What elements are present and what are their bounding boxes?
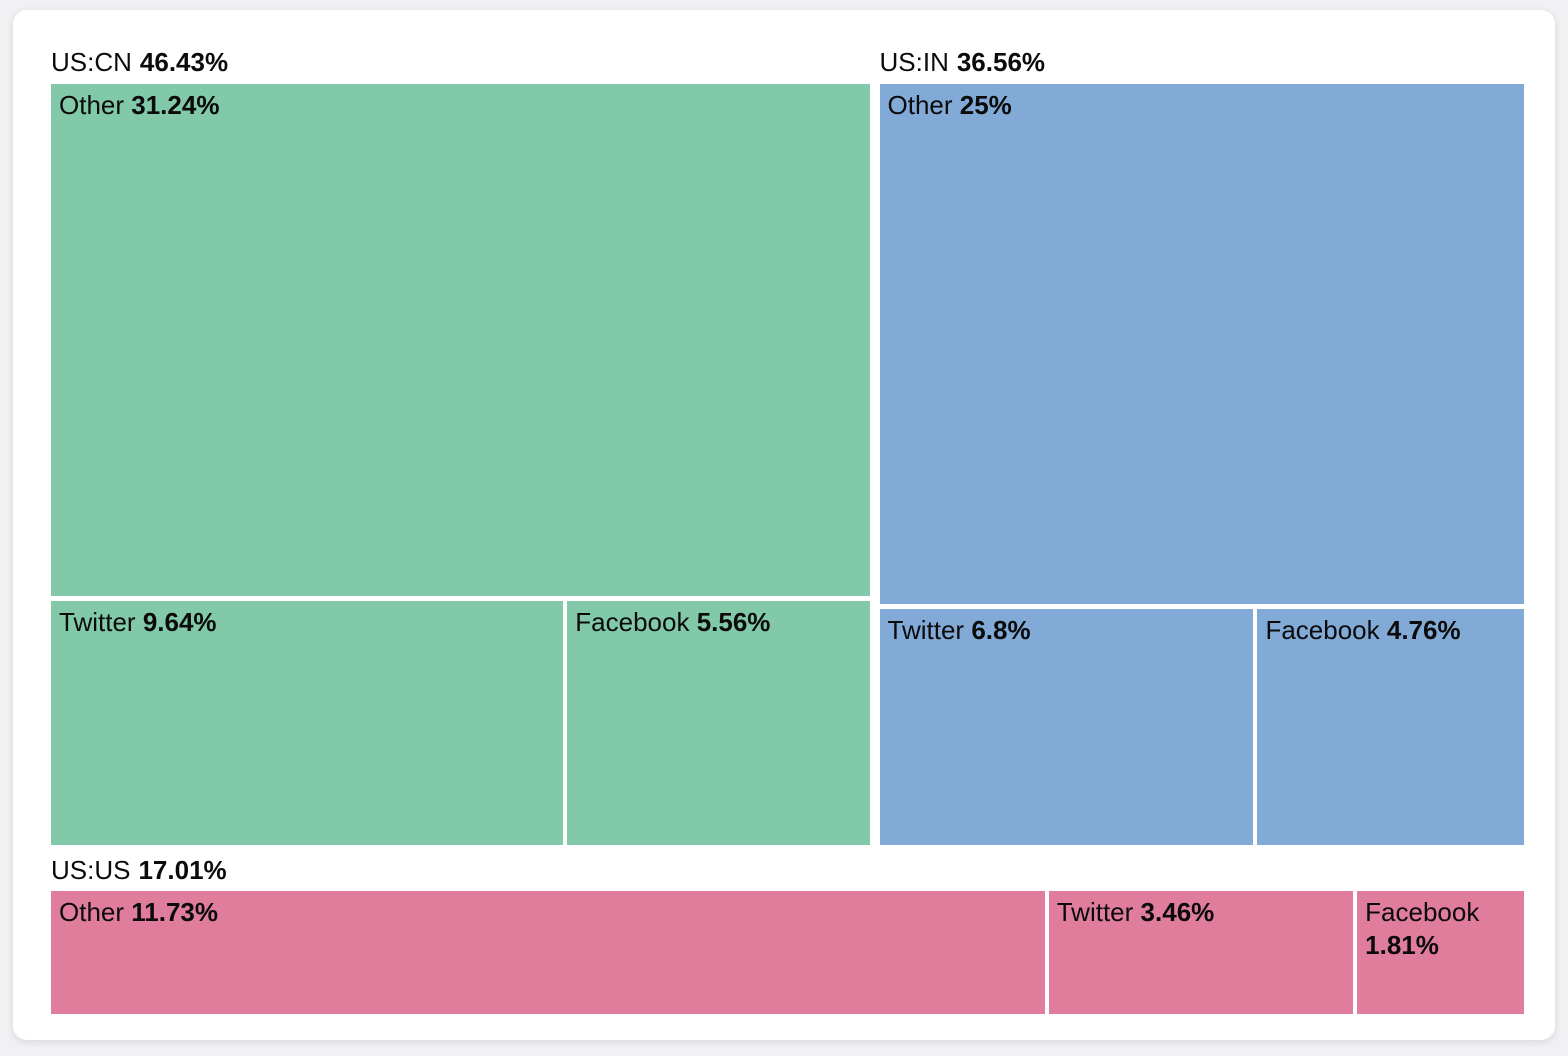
group-cells: Other 11.73% Twitter 3.46% Facebook 1.81… [51,891,1525,1014]
group-header-us-in: US:IN 36.56% [880,40,1525,84]
treemap-top-row: US:CN 46.43% Other 31.24% Twitter 9.64% [51,40,1524,845]
treemap-cell-facebook[interactable]: Facebook 4.76% [1257,609,1524,845]
group-label: US:CN [51,46,132,77]
group-value: 36.56% [956,46,1046,77]
cell-value: 1.81% [1365,929,1439,960]
cell-label: Twitter [1056,897,1134,927]
cell-value: 5.56% [696,606,771,637]
cell-label: Twitter [59,606,136,637]
cell-label: Facebook [1365,897,1480,927]
treemap-cell-twitter[interactable]: Twitter 9.64% [51,600,564,845]
group-header-us-cn: US:CN 46.43% [51,40,870,84]
cell-value: 25% [959,90,1012,120]
cell-value: 4.76% [1386,615,1461,646]
treemap-subrow: Twitter 6.8% Facebook 4.76% [879,609,1524,845]
treemap-group-us-cn: US:CN 46.43% Other 31.24% Twitter 9.64% [51,40,870,845]
treemap-cell-other[interactable]: Other 11.73% [51,891,1045,1014]
cell-label: Other [59,90,125,120]
cell-value: 3.46% [1140,897,1215,927]
treemap-group-us-us: US:US 17.01% Other 11.73% Twitter 3.46% … [51,849,1525,1014]
cell-value: 31.24% [131,90,220,120]
cell-label: Other [887,90,953,120]
cell-value: 11.73% [131,897,219,927]
cell-label: Other [59,897,125,927]
treemap-cell-twitter[interactable]: Twitter 6.8% [879,609,1254,845]
group-label: US:IN [879,46,949,77]
treemap-cell-other[interactable]: Other 31.24% [51,84,870,596]
cell-value: 9.64% [142,606,217,637]
treemap-subrow: Twitter 9.64% Facebook 5.56% [51,600,870,845]
cell-label: Facebook [1265,615,1380,646]
cell-label: Facebook [575,606,690,637]
treemap-cell-other[interactable]: Other 25% [879,84,1524,605]
treemap-chart: US:CN 46.43% Other 31.24% Twitter 9.64% [51,40,1525,1022]
group-header-us-us: US:US 17.01% [51,849,1524,891]
group-value: 46.43% [139,46,229,77]
cell-value: 6.8% [971,615,1031,646]
treemap-cell-facebook[interactable]: Facebook 1.81% [1357,891,1525,1014]
treemap-group-us-in: US:IN 36.56% Other 25% Twitter 6.8% [879,40,1525,845]
group-cells: Other 25% Twitter 6.8% Facebook 4.76% [879,84,1524,845]
group-label: US:US [51,854,131,885]
group-value: 17.01% [138,854,227,885]
group-cells: Other 31.24% Twitter 9.64% Facebook 5.56… [51,84,870,845]
chart-card: US:CN 46.43% Other 31.24% Twitter 9.64% [13,10,1555,1040]
treemap-cell-facebook[interactable]: Facebook 5.56% [567,600,870,845]
cell-label: Twitter [887,615,965,646]
treemap-cell-twitter[interactable]: Twitter 3.46% [1048,891,1354,1014]
